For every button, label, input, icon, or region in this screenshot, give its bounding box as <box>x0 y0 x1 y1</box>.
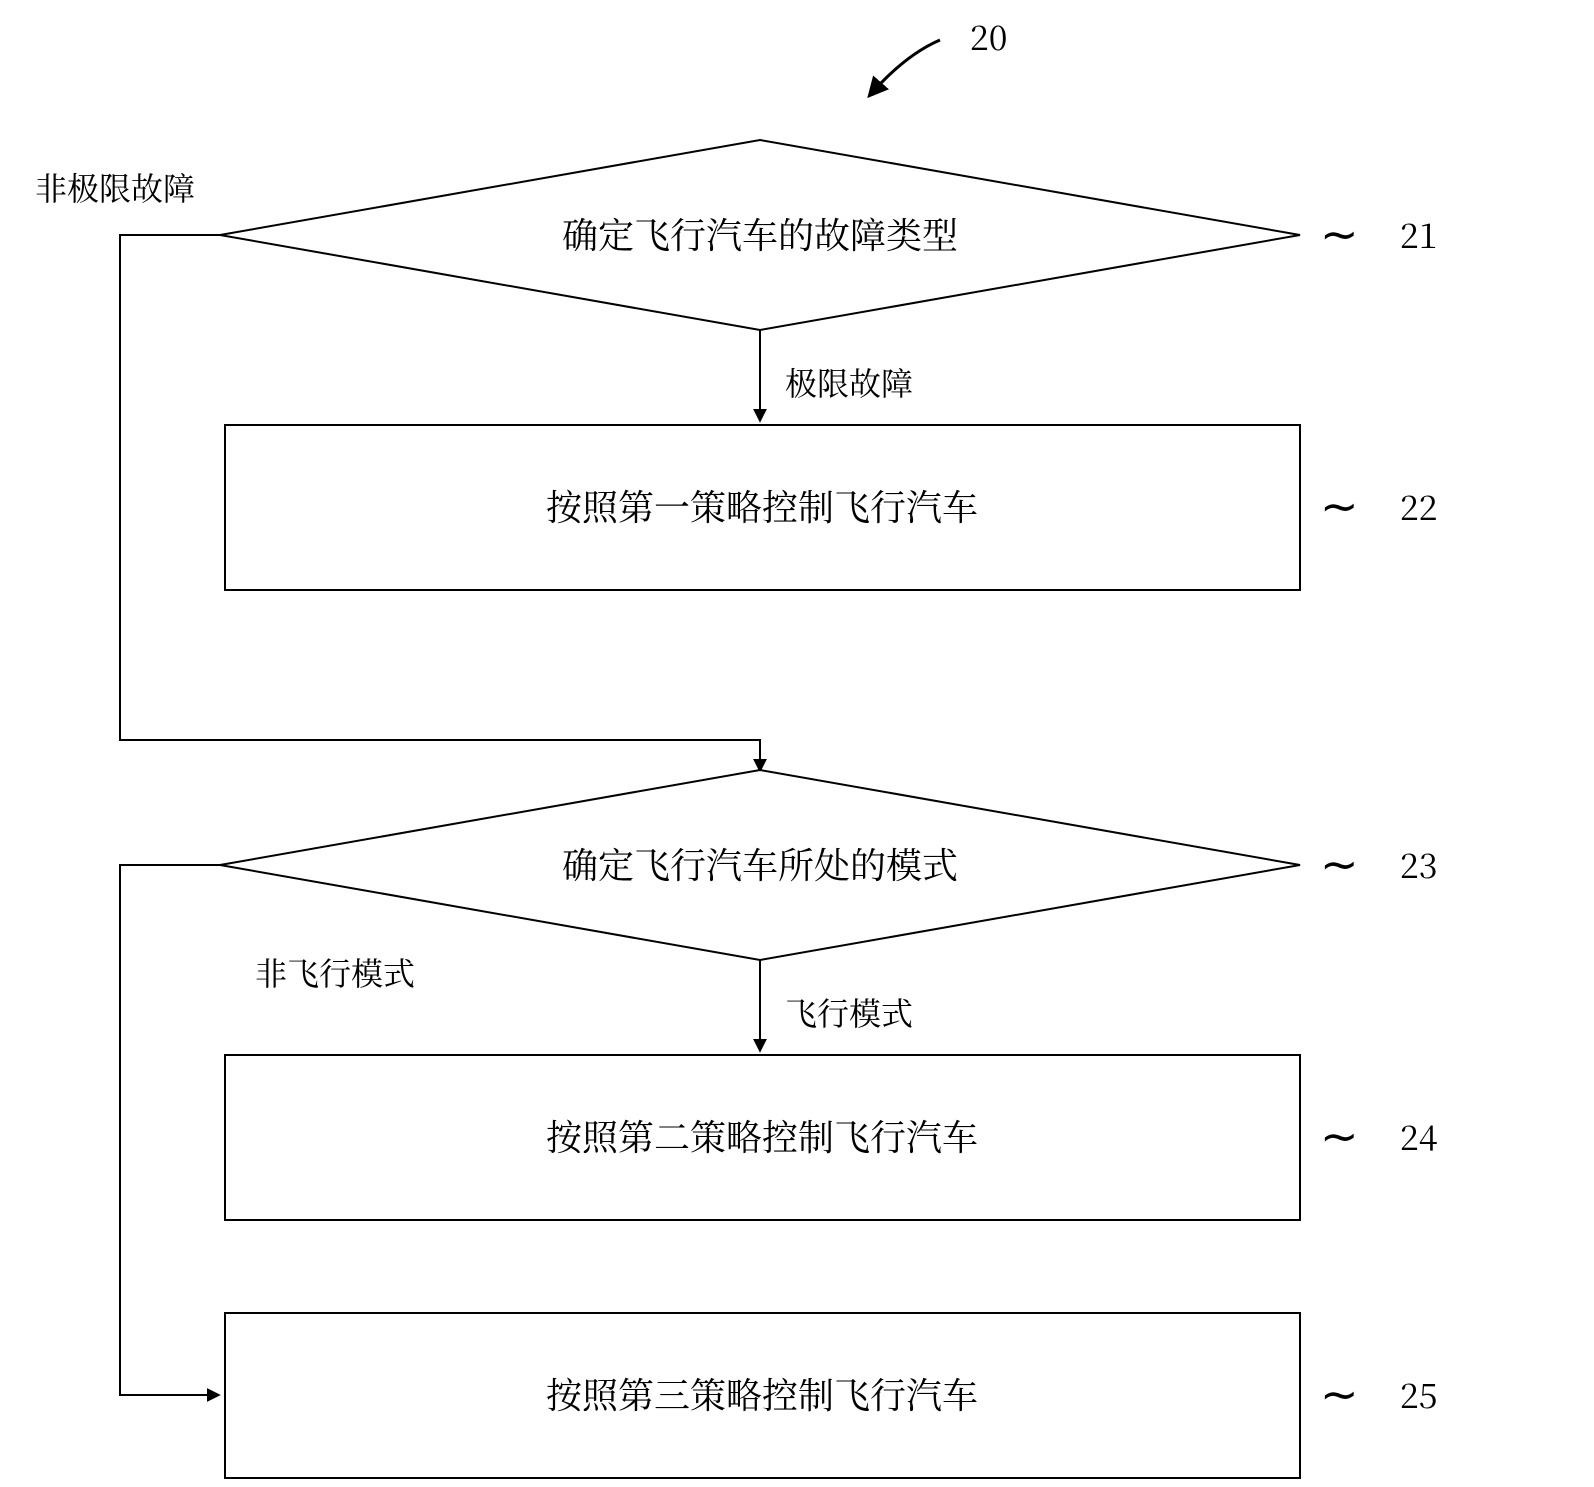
node-n24: 按照第二策略控制飞行汽车 <box>225 1055 1300 1220</box>
tilde-icon: ∼ <box>1320 470 1359 536</box>
edge-n23-n24-label: 飞行模式 <box>785 989 913 1035</box>
node-n23-label: 确定飞行汽车所处的模式 <box>562 838 958 889</box>
title-annotation: 20 <box>870 11 1007 95</box>
ref-n23-num: 23 <box>1400 839 1437 888</box>
ref-n21-num: 21 <box>1400 209 1437 258</box>
node-n25-label: 按照第三策略控制飞行汽车 <box>546 1368 978 1419</box>
ref-n24-num: 24 <box>1400 1111 1438 1160</box>
node-n21-label: 确定飞行汽车的故障类型 <box>562 208 958 259</box>
node-n22: 按照第一策略控制飞行汽车 <box>225 425 1300 590</box>
edge-n21-n23-label: 非极限故障 <box>35 164 195 210</box>
tilde-icon: ∼ <box>1320 828 1359 894</box>
title-ref: 20 <box>970 11 1007 60</box>
node-n22-label: 按照第一策略控制飞行汽车 <box>546 480 978 531</box>
tilde-icon: ∼ <box>1320 1358 1359 1424</box>
node-n23: 确定飞行汽车所处的模式 <box>220 770 1300 960</box>
tilde-icon: ∼ <box>1320 198 1359 264</box>
ref-n21: ∼ 21 <box>1320 198 1437 264</box>
edge-n21-n22: 极限故障 <box>760 330 913 420</box>
ref-n25-num: 25 <box>1400 1369 1437 1418</box>
node-n25: 按照第三策略控制飞行汽车 <box>225 1313 1300 1478</box>
ref-n25: ∼ 25 <box>1320 1358 1437 1424</box>
ref-n22-num: 22 <box>1400 481 1437 530</box>
edge-n23-n25-label: 非飞行模式 <box>255 949 415 995</box>
node-n21: 确定飞行汽车的故障类型 <box>220 140 1300 330</box>
flowchart: 20 确定飞行汽车的故障类型 ∼ 21 极限故障 非极限故障 按照第一策略控制飞… <box>0 0 1594 1487</box>
edge-n21-n22-label: 极限故障 <box>785 359 913 405</box>
edge-n23-n24: 飞行模式 <box>760 960 913 1050</box>
ref-n24: ∼ 24 <box>1320 1100 1438 1166</box>
tilde-icon: ∼ <box>1320 1100 1359 1166</box>
node-n24-label: 按照第二策略控制飞行汽车 <box>546 1110 978 1161</box>
ref-n22: ∼ 22 <box>1320 470 1437 536</box>
ref-n23: ∼ 23 <box>1320 828 1437 894</box>
